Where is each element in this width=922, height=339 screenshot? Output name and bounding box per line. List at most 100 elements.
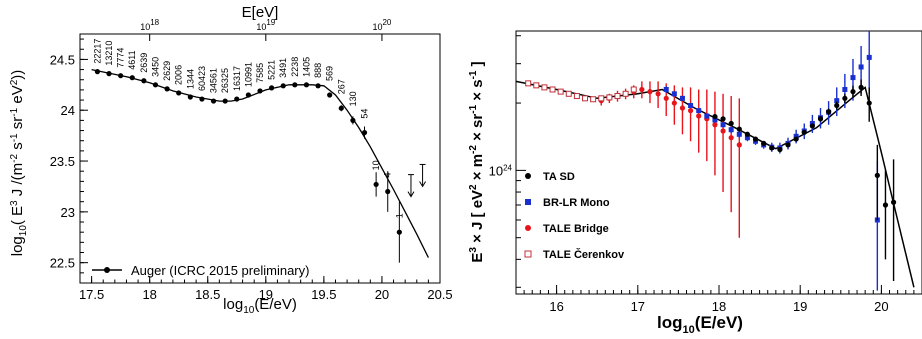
left-count-label: 3450 [150, 57, 160, 77]
right-data-point [549, 86, 556, 93]
right-data-point [890, 199, 897, 205]
left-count-label: 1 [394, 213, 404, 218]
left-count-labels: 22217 13210 7774 4611 2639 3450 2629 2006 1344 60… [92, 39, 404, 219]
right-data-point [834, 102, 840, 109]
right-data-point [712, 113, 718, 120]
left-count-label: 2006 [174, 65, 184, 85]
right-data-point [736, 142, 742, 148]
right-y-axis-label: E3 × J [ eV2 × m-2 × sr-1 × s-1 ] [468, 61, 486, 262]
left-x-tick-label: 20 [375, 287, 389, 302]
left-data-point [315, 83, 321, 89]
right-data-point [525, 80, 532, 87]
right-data-point [874, 172, 880, 178]
right-data-points [525, 31, 897, 291]
left-count-label: 888 [313, 63, 323, 78]
right-data-point [655, 91, 661, 97]
left-x-axis-label: log10(E/eV) [223, 296, 297, 316]
left-count-label: 267 [336, 79, 346, 94]
left-count-label: 2639 [139, 53, 149, 73]
right-data-point [720, 128, 726, 134]
right-data-point [688, 103, 694, 109]
left-data-point [245, 92, 251, 98]
left-data-point [187, 94, 193, 100]
left-upper-limits [407, 163, 427, 198]
right-x-ticks: 16 17 18 19 20 [515, 285, 922, 314]
right-data-point [712, 117, 718, 123]
left-x-tick-label: 17.5 [79, 287, 104, 302]
right-data-point [606, 94, 613, 101]
left-legend-label: Auger (ICRC 2015 preliminary) [131, 263, 309, 278]
right-legend-label: TA SD [543, 171, 575, 183]
right-data-point [769, 145, 775, 151]
left-count-label: 3491 [278, 58, 288, 78]
right-data-point [866, 54, 872, 60]
left-x-tick-label: 18.5 [195, 287, 220, 302]
left-x-tick-label: 20.5 [427, 287, 452, 302]
right-x-tick-label: 18 [712, 299, 726, 314]
left-count-label: 10 [371, 160, 381, 170]
right-data-point [761, 140, 767, 147]
right-data-point [557, 88, 564, 95]
left-chart: E[eV] log10(E/eV) log10( E3 J /(m-2 s-1 … [9, 4, 453, 316]
right-data-point [842, 95, 848, 101]
left-count-label: 13210 [104, 41, 114, 66]
left-data-point [338, 105, 344, 111]
right-data-point [728, 135, 734, 141]
left-upper-limit-arrow [407, 191, 415, 198]
left-data-point [327, 92, 333, 98]
left-data-point [141, 78, 147, 84]
right-data-point [801, 129, 807, 135]
left-y-tick-label: 24 [61, 103, 75, 118]
left-top-axis-label: E[eV] [242, 4, 279, 21]
right-data-point [736, 126, 742, 132]
right-data-point [752, 136, 759, 142]
right-data-point [630, 86, 637, 93]
left-data-point [303, 82, 310, 88]
right-legend-label: TALE Bridge [543, 223, 609, 235]
left-count-label: 34561 [209, 68, 219, 93]
left-y-tick-label: 23.5 [50, 154, 75, 169]
right-data-point [858, 64, 864, 70]
left-count-label: 4 [383, 173, 393, 178]
right-legend-marker [525, 225, 531, 231]
right-x-axis-label: log10(E/eV) [657, 313, 743, 336]
right-data-point [671, 91, 677, 97]
right-data-point [842, 86, 848, 92]
right-data-point [720, 122, 726, 128]
right-data-point [533, 82, 540, 89]
right-x-tick-label: 17 [631, 299, 645, 314]
right-data-point [565, 90, 572, 97]
right-data-point [598, 95, 605, 102]
left-count-label: 2238 [290, 57, 300, 77]
right-data-point [858, 84, 864, 90]
left-data-point [164, 86, 170, 92]
right-data-point [720, 116, 726, 122]
left-data-point [257, 88, 263, 94]
right-data-point [687, 108, 694, 114]
right-data-point [785, 142, 791, 148]
right-data-point [834, 98, 840, 104]
left-x-tick-label: 18 [142, 287, 156, 302]
left-count-label: 60423 [197, 66, 207, 91]
right-legend-marker [525, 173, 531, 179]
right-legend-marker [525, 199, 531, 205]
left-legend: Auger (ICRC 2015 preliminary) [92, 263, 309, 278]
right-data-point [777, 146, 783, 153]
right-data-point [639, 86, 645, 93]
right-data-point [541, 84, 548, 91]
right-legend-label: BR-LR Mono [543, 197, 610, 209]
left-data-point [118, 73, 124, 79]
left-y-tick-label: 23 [61, 205, 75, 220]
right-data-point [679, 105, 686, 111]
right-data-point [712, 122, 718, 128]
left-count-label: 16317 [232, 66, 242, 91]
left-count-label: 22217 [92, 39, 102, 64]
right-data-point [582, 95, 589, 102]
right-chart: log10(E/eV) E3 × J [ eV2 × m-2 × sr-1 × … [468, 30, 922, 336]
right-x-tick-label: 20 [874, 299, 888, 314]
right-data-point [663, 95, 669, 101]
left-y-tick-label: 22.5 [50, 256, 75, 271]
left-data-point [234, 96, 240, 102]
left-data-point [396, 229, 402, 235]
right-data-point [622, 90, 629, 97]
